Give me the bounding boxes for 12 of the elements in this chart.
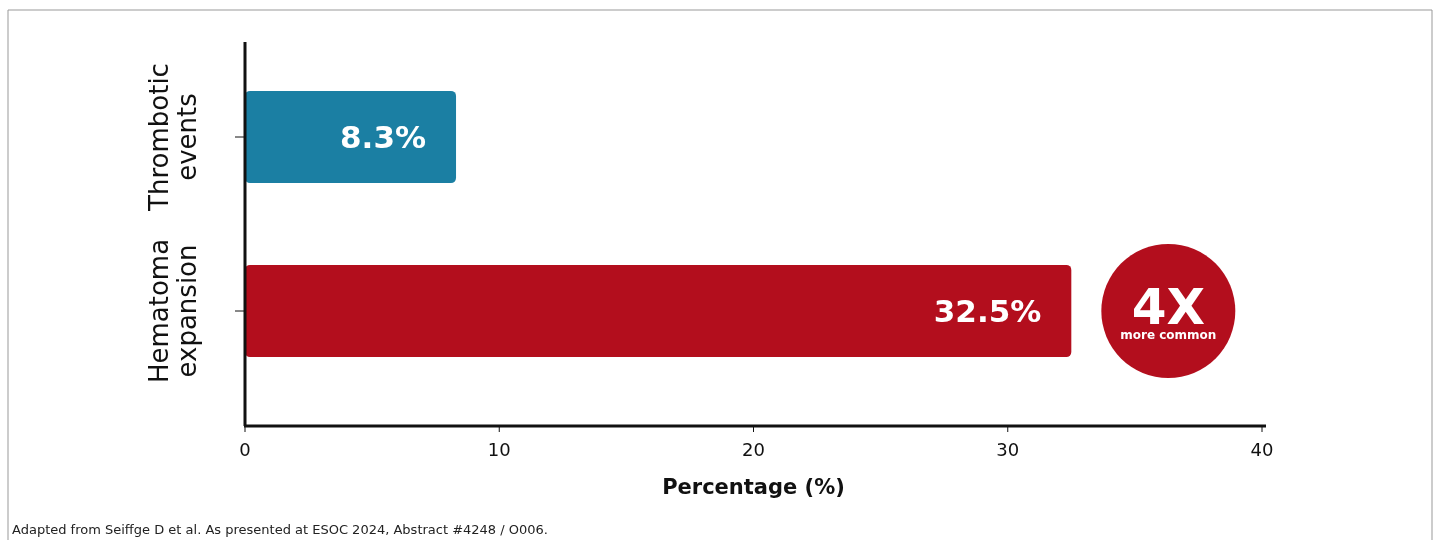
y-tick-label: Hematoma expansion xyxy=(144,238,202,384)
x-tick-label: 0 xyxy=(239,439,251,460)
y-tick-label: Thrombotic events xyxy=(144,63,202,212)
x-tick-label: 10 xyxy=(487,439,511,460)
data-label: 32.5% xyxy=(933,292,1042,329)
x-tick-label: 30 xyxy=(996,439,1020,460)
x-axis-title: Percentage (%) xyxy=(662,475,845,499)
x-tick-label: 40 xyxy=(1250,439,1274,460)
annotation: more common xyxy=(1120,328,1217,342)
text: Adapted from Seiffge D et al. As presented at ESOC 2024, Abstract #4248 / O006. xyxy=(12,522,548,537)
x-tick-label: 20 xyxy=(742,439,765,460)
data-label: 8.3% xyxy=(340,118,427,155)
